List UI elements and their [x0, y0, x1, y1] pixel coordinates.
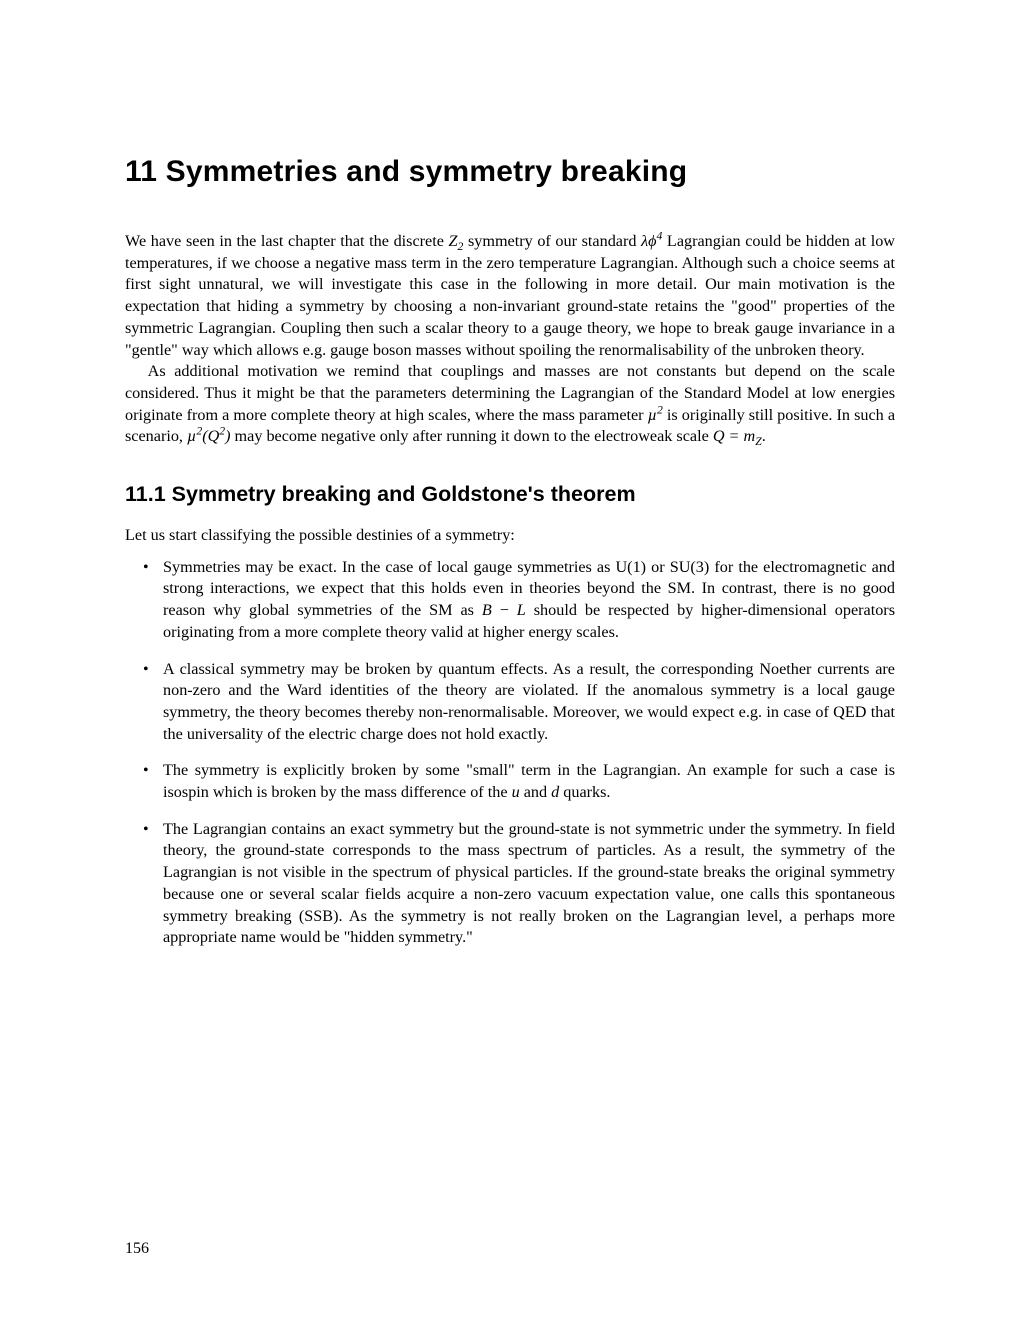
list-item: The symmetry is explicitly broken by som… — [125, 760, 895, 803]
chapter-title-text: Symmetries and symmetry breaking — [166, 155, 688, 188]
p1-text-a: We have seen in the last chapter that th… — [125, 232, 449, 250]
section-number: 11.1 — [125, 482, 166, 506]
p1-text-c: Lagrangian could be hidden at low temper… — [125, 232, 895, 359]
math-Z2: Z2 — [449, 232, 464, 250]
p1-text-b: symmetry of our standard — [463, 232, 641, 250]
math-u: u — [512, 783, 520, 801]
list-item: Symmetries may be exact. In the case of … — [125, 557, 895, 644]
math-lambdaphi4: λϕ4 — [641, 232, 662, 250]
b3-text-b: and — [520, 783, 551, 801]
chapter-number: 11 — [125, 155, 157, 188]
page-number: 156 — [125, 1240, 149, 1258]
section-title: 11.1 Symmetry breaking and Goldstone's t… — [125, 482, 895, 507]
math-QeqmZ: Q = mZ — [713, 427, 762, 445]
p2-text-c: may become negative only after running i… — [231, 427, 713, 445]
section-intro: Let us start classifying the possible de… — [125, 525, 895, 547]
page: 11 Symmetries and symmetry breaking We h… — [0, 0, 1020, 1320]
math-mu2Q2: µ2(Q2) — [187, 427, 230, 445]
paragraph-2: As additional motivation we remind that … — [125, 361, 895, 448]
math-mu2: µ2 — [648, 406, 663, 424]
chapter-title: 11 Symmetries and symmetry breaking — [125, 155, 895, 189]
math-d: d — [551, 783, 559, 801]
section-title-text: Symmetry breaking and Goldstone's theore… — [172, 482, 636, 506]
p2-text-d: . — [762, 427, 766, 445]
bullet-list: Symmetries may be exact. In the case of … — [125, 557, 895, 949]
math-BminusL: B − L — [482, 601, 526, 619]
list-item: The Lagrangian contains an exact symmetr… — [125, 819, 895, 949]
paragraph-1: We have seen in the last chapter that th… — [125, 231, 895, 361]
b3-text-c: quarks. — [559, 783, 610, 801]
list-item: A classical symmetry may be broken by qu… — [125, 659, 895, 746]
